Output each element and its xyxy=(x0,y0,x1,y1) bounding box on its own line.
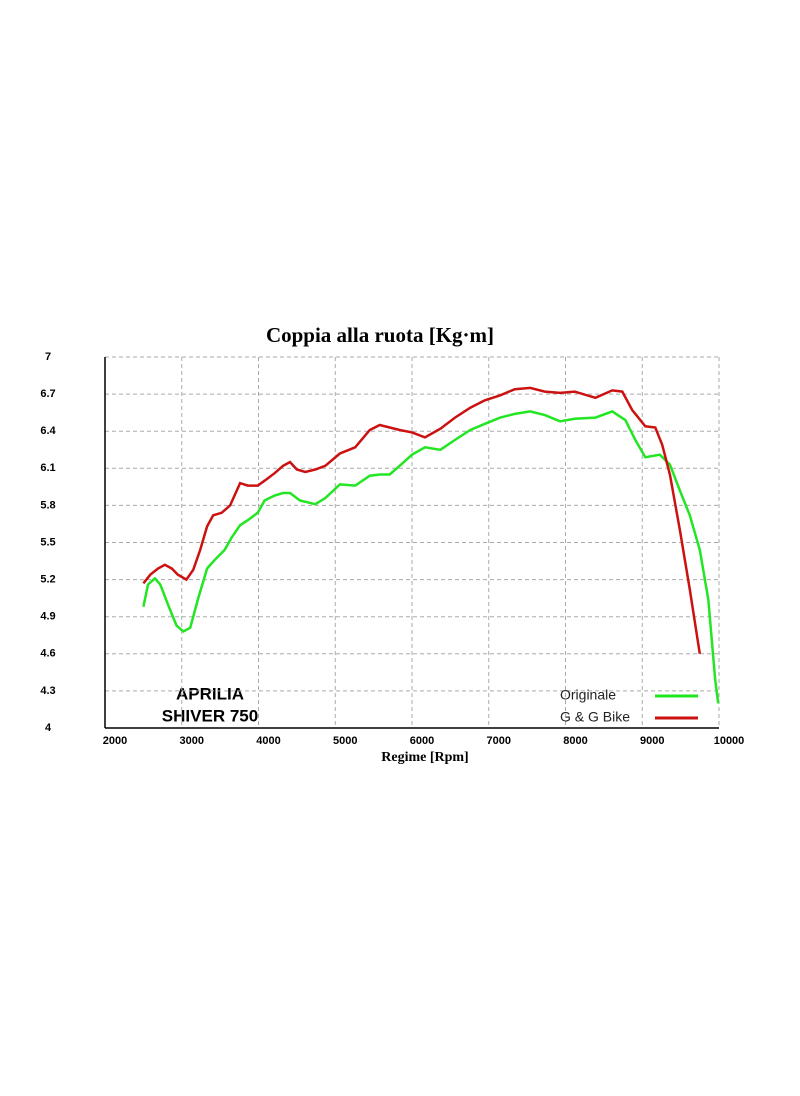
chart-title: Coppia alla ruota [Kg·m] xyxy=(266,323,494,347)
y-tick-label: 7 xyxy=(45,351,51,363)
annotation: SHIVER 750 xyxy=(162,706,258,725)
y-tick-label: 6.7 xyxy=(40,388,55,400)
y-tick-label: 5.8 xyxy=(40,499,55,511)
x-tick-label: 8000 xyxy=(563,735,587,747)
y-tick-label: 4.6 xyxy=(40,648,55,660)
x-tick-label: 7000 xyxy=(487,735,511,747)
legend-label: Originale xyxy=(560,687,616,703)
series-line xyxy=(142,410,720,704)
x-tick-label: 4000 xyxy=(256,735,280,747)
annotation: APRILIA xyxy=(176,684,244,703)
y-tick-label: 4.3 xyxy=(40,685,55,697)
y-tick-label: 6.4 xyxy=(40,425,56,437)
y-tick-label: 5.2 xyxy=(40,574,55,586)
x-tick-label: 9000 xyxy=(640,735,664,747)
y-tick-label: 4 xyxy=(45,722,52,734)
y-tick-label: 4.9 xyxy=(40,611,55,623)
x-axis-label: Regime [Rpm] xyxy=(381,750,468,765)
x-tick-label: 5000 xyxy=(333,735,357,747)
y-tick-label: 5.5 xyxy=(40,536,55,548)
series-line xyxy=(142,386,702,654)
x-tick-label: 2000 xyxy=(103,735,127,747)
x-tick-label: 10000 xyxy=(714,735,745,747)
x-tick-label: 3000 xyxy=(180,735,204,747)
y-tick-label: 6.1 xyxy=(40,462,55,474)
legend-label: G & G Bike xyxy=(560,709,630,725)
x-tick-label: 6000 xyxy=(410,735,434,747)
